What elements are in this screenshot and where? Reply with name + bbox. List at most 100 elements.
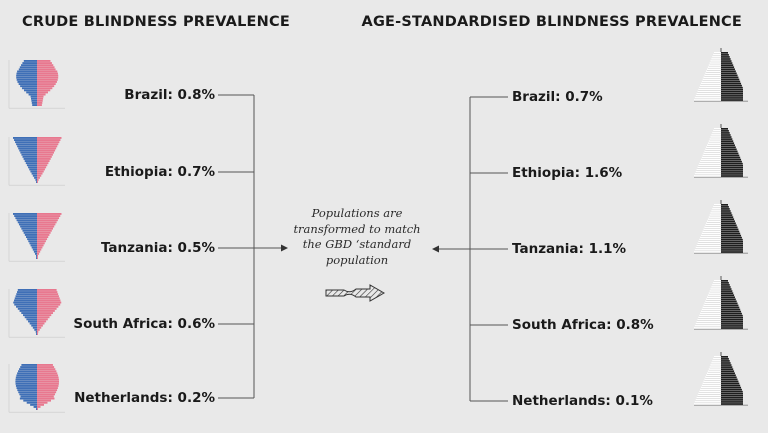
female-bar: [37, 378, 59, 381]
pyramid-ethiopia: [8, 137, 65, 186]
male-bar: [34, 176, 37, 179]
standard-right-bar: [721, 288, 732, 290]
standard-right-bar: [721, 224, 737, 227]
standard-right-bar: [721, 158, 742, 161]
male-bar: [23, 399, 37, 402]
female-bar: [37, 217, 60, 220]
standard-right-bar: [721, 247, 743, 249]
crude-title: CRUDE BLINDNESS PREVALENCE: [22, 14, 290, 30]
standard-right-bar: [721, 314, 743, 317]
standard-right-bar: [721, 72, 737, 75]
standardised-label-brazil: Brazil: 0.7%: [512, 89, 603, 105]
male-bar: [16, 387, 37, 389]
standard-left-bar: [708, 64, 721, 66]
female-bar: [37, 240, 46, 243]
female-bar: [37, 160, 50, 162]
standard-right-bar: [721, 394, 743, 397]
standard-right-bar: [721, 150, 738, 153]
female-bar: [37, 246, 43, 249]
male-bar: [29, 168, 37, 171]
standard-left-bar: [696, 397, 721, 399]
male-bar: [23, 231, 37, 234]
standard-left-bar: [706, 146, 721, 149]
female-bar: [37, 397, 55, 400]
standard-left-bar: [701, 232, 721, 235]
female-bar: [37, 151, 54, 154]
standard-left-bar: [708, 292, 721, 294]
standard-left-bar: [703, 152, 721, 155]
standard-right-bar: [721, 58, 731, 60]
standardised-label-netherlands: Netherlands: 0.1%: [512, 393, 653, 409]
male-bar: [23, 60, 37, 62]
male-bar: [16, 76, 37, 79]
male-bar: [16, 78, 37, 81]
standard-right-bar: [721, 382, 740, 385]
male-bar: [31, 99, 37, 102]
male-bar: [26, 318, 37, 321]
female-bar: [37, 174, 42, 177]
standard-left-bar: [694, 175, 721, 177]
female-bar: [37, 305, 59, 308]
standard-right-bar: [721, 240, 743, 243]
female-bar: [37, 236, 49, 238]
standard-right-bar: [721, 128, 728, 130]
standard-left-bar: [698, 164, 721, 167]
standard-left-bar: [707, 218, 721, 221]
standard-right-bar: [721, 220, 735, 223]
standard-left-bar: [712, 208, 721, 210]
standard-left-bar: [695, 247, 721, 249]
standard-right-bar: [721, 214, 733, 216]
standard-right-bar: [721, 54, 729, 56]
male-bar: [22, 62, 37, 64]
standard-left-bar: [703, 76, 721, 79]
standard-left-bar: [702, 382, 721, 385]
male-bar: [26, 91, 37, 94]
male-bar: [20, 85, 37, 88]
standard-right-bar: [721, 66, 735, 69]
male-bar: [21, 64, 37, 67]
female-bar: [37, 83, 56, 85]
male-bar: [29, 322, 37, 325]
standard-right-bar: [721, 306, 740, 309]
male-bar: [24, 234, 37, 236]
male-bar: [13, 137, 37, 139]
standard-left-bar: [702, 78, 721, 81]
male-bar: [22, 155, 37, 158]
female-bar: [37, 391, 57, 394]
male-bar: [16, 305, 37, 308]
standard-left-bar: [709, 138, 721, 140]
male-bar: [15, 376, 37, 379]
male-bar: [36, 333, 37, 335]
female-bar: [37, 149, 56, 152]
male-bar: [35, 331, 37, 333]
male-bar: [16, 293, 37, 296]
male-bar: [19, 397, 37, 400]
male-bar: [20, 225, 37, 228]
standard-right-bar: [721, 56, 730, 58]
standard-right-bar: [721, 175, 743, 177]
standard-right-bar: [721, 325, 743, 327]
female-bar: [37, 324, 43, 327]
standard-left-bar: [697, 394, 721, 397]
female-bar: [37, 215, 61, 217]
female-bar: [37, 393, 56, 396]
male-bar: [30, 95, 37, 98]
male-bar: [14, 303, 38, 306]
right-arrowhead-icon: [432, 245, 439, 253]
female-bar: [37, 307, 57, 310]
male-bar: [16, 374, 37, 377]
standard-left-bar: [706, 298, 721, 301]
female-bar: [37, 395, 54, 398]
male-bar: [18, 147, 37, 150]
female-bar: [37, 328, 40, 331]
standard-right-bar: [721, 52, 728, 54]
male-bar: [25, 162, 37, 165]
standard-left-bar: [699, 314, 721, 317]
female-bar: [37, 380, 60, 383]
female-bar: [37, 293, 59, 296]
male-bar: [31, 324, 37, 327]
standard-right-bar: [721, 132, 730, 134]
male-bar: [17, 372, 37, 375]
standard-left-bar: [714, 128, 721, 130]
female-bar: [37, 252, 40, 255]
